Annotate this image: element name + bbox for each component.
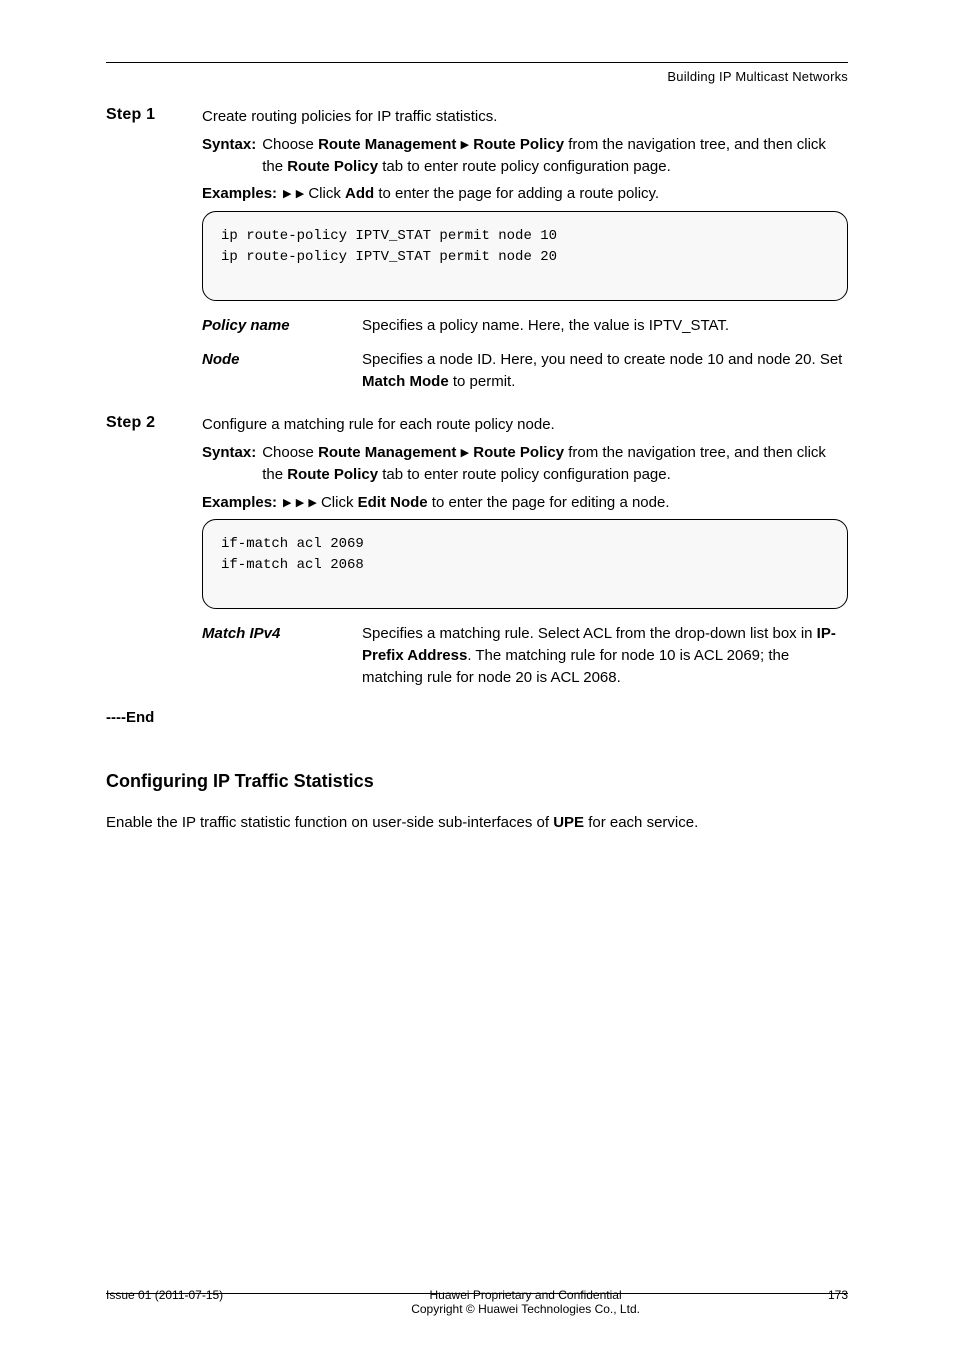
page: Building IP Multicast Networks Step 1 Cr… <box>0 0 954 1350</box>
code-line: if-match acl 2068 <box>221 557 364 573</box>
param-label: Policy name <box>202 315 362 337</box>
param-desc: Specifies a policy name. Here, the value… <box>362 315 848 337</box>
t: Route Management <box>318 444 456 461</box>
step-1-intro: Create routing policies for IP traffic s… <box>202 106 848 128</box>
t: Edit Node <box>358 494 428 511</box>
chevron-right-icon: ▶ <box>308 496 316 512</box>
step-2: Step 2 Configure a matching rule for eac… <box>106 414 848 688</box>
syntax-label: Syntax: <box>202 442 256 464</box>
t: Route Policy <box>287 158 378 175</box>
code-line: ip route-policy IPTV_STAT permit node 20 <box>221 249 557 265</box>
t: for each service. <box>584 814 698 831</box>
t: Specifies a node ID. Here, you need to c… <box>362 351 842 368</box>
examples-label: Examples: <box>202 492 277 514</box>
step-1-label: Step 1 <box>106 106 202 124</box>
param-row: Node Specifies a node ID. Here, you need… <box>202 349 848 393</box>
param-label: Match IPv4 <box>202 623 362 688</box>
t: Choose <box>262 444 318 461</box>
t: Click <box>321 494 358 511</box>
content: Step 1 Create routing policies for IP tr… <box>106 106 848 834</box>
step-2-code-box: if-match acl 2069 if-match acl 2068 <box>202 519 848 609</box>
t: to enter the page for editing a node. <box>428 494 670 511</box>
code-line: ip route-policy IPTV_STAT permit node 10 <box>221 228 557 244</box>
chevron-right-icon: ▶ <box>461 138 469 154</box>
step-2-syntax: Choose Route Management ▶ Route Policy f… <box>262 442 848 486</box>
end-marker: ----End <box>106 707 848 729</box>
param-label: Node <box>202 349 362 393</box>
t: Specifies a matching rule. Select ACL fr… <box>362 625 817 642</box>
t: Route Management <box>318 136 456 153</box>
step-1-code-box: ip route-policy IPTV_STAT permit node 10… <box>202 211 848 301</box>
t: Huawei Proprietary and Confidential <box>411 1288 640 1302</box>
step-2-params: Match IPv4 Specifies a matching rule. Se… <box>202 623 848 688</box>
t: to permit. <box>449 373 516 390</box>
param-desc: Specifies a matching rule. Select ACL fr… <box>362 623 848 688</box>
t: tab to enter route policy configuration … <box>378 158 671 175</box>
step-2-examples: ▶ ▶ ▶ Click Edit Node to enter the page … <box>283 492 669 514</box>
step-1-params: Policy name Specifies a policy name. Her… <box>202 315 848 392</box>
chevron-right-icon: ▶ <box>296 496 304 512</box>
t: Route Policy <box>473 444 564 461</box>
examples-label: Examples: <box>202 183 277 205</box>
t: Click <box>308 185 345 202</box>
step-1-syntax-row: Syntax: Choose Route Management ▶ Route … <box>202 134 848 178</box>
t: tab to enter route policy configuration … <box>378 466 671 483</box>
t: UPE <box>553 814 584 831</box>
param-row: Policy name Specifies a policy name. Her… <box>202 315 848 337</box>
step-2-intro: Configure a matching rule for each route… <box>202 414 848 436</box>
t: Choose <box>262 136 318 153</box>
t: Route Policy <box>287 466 378 483</box>
t: Route Policy <box>473 136 564 153</box>
chevron-right-icon: ▶ <box>461 446 469 462</box>
t: ----End <box>106 709 154 726</box>
step-2-label: Step 2 <box>106 414 202 432</box>
t: Match Mode <box>362 373 449 390</box>
section-heading: Configuring IP Traffic Statistics <box>106 768 848 794</box>
step-1-code-wrap: ip route-policy IPTV_STAT permit node 10… <box>202 211 848 301</box>
code-line: if-match acl 2069 <box>221 536 364 552</box>
step-2-code-wrap: if-match acl 2069 if-match acl 2068 <box>202 519 848 609</box>
step-2-examples-row: Examples: ▶ ▶ ▶ Click Edit Node to enter… <box>202 492 848 514</box>
chevron-right-icon: ▶ <box>296 187 304 203</box>
header-text: Building IP Multicast Networks <box>106 69 848 84</box>
footer: Issue 01 (2011-07-15) Huawei Proprietary… <box>106 1288 848 1316</box>
t: Add <box>345 185 374 202</box>
chevron-right-icon: ▶ <box>283 496 291 512</box>
syntax-label: Syntax: <box>202 134 256 156</box>
step-2-syntax-row: Syntax: Choose Route Management ▶ Route … <box>202 442 848 486</box>
section-para: Enable the IP traffic statistic function… <box>106 812 848 834</box>
chevron-right-icon: ▶ <box>283 187 291 203</box>
param-desc: Specifies a node ID. Here, you need to c… <box>362 349 848 393</box>
param-row: Match IPv4 Specifies a matching rule. Se… <box>202 623 848 688</box>
footer-center: Huawei Proprietary and Confidential Copy… <box>411 1288 640 1316</box>
step-1-syntax: Choose Route Management ▶ Route Policy f… <box>262 134 848 178</box>
t: Enable the IP traffic statistic function… <box>106 814 553 831</box>
t: to enter the page for adding a route pol… <box>374 185 659 202</box>
t: Copyright © Huawei Technologies Co., Ltd… <box>411 1302 640 1316</box>
step-1-examples: ▶ ▶ Click Add to enter the page for addi… <box>283 183 659 205</box>
footer-right: 173 <box>828 1288 848 1316</box>
step-1-examples-row: Examples: ▶ ▶ Click Add to enter the pag… <box>202 183 848 205</box>
step-1: Step 1 Create routing policies for IP tr… <box>106 106 848 392</box>
header-rule <box>106 62 848 63</box>
footer-left: Issue 01 (2011-07-15) <box>106 1288 223 1316</box>
